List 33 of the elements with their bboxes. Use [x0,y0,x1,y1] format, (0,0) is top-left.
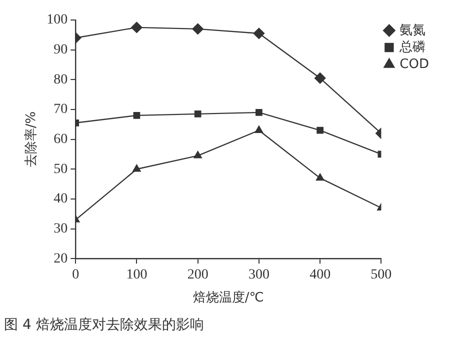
y-tick-label: 40 [54,192,68,207]
legend-label: 总磷 [398,40,426,55]
x-tick-label: 500 [370,268,392,283]
y-tick-label: 100 [46,12,68,28]
legend-label: 氨氮 [400,22,426,38]
point [132,164,141,172]
x-axis-title: 焙烧温度/℃ [192,290,264,306]
point [314,72,326,84]
point [316,126,324,134]
y-axis-title: 去除率/% [23,111,40,168]
point [133,112,140,119]
point [131,22,142,34]
y-tick-label: 50 [54,162,68,177]
x-tick-label: 300 [248,268,270,283]
caption: 图 4 焙烧温度对去除效果的影响 [4,316,204,334]
point [256,109,262,116]
x-tick-label: 200 [187,268,208,283]
x-tick-label: 0 [72,268,80,283]
x-tick-label: 400 [310,268,331,283]
y-tick-label: 30 [54,221,68,236]
point [316,173,324,181]
legend-label: COD [400,56,430,72]
point [253,28,265,40]
point [194,110,202,118]
y-tick-label: 60 [54,132,68,147]
point [194,151,202,158]
point [254,126,264,133]
y-tick-label: 90 [54,42,68,58]
x-tick-label: 100 [126,268,148,283]
point [192,23,204,35]
y-tick-label: 20 [54,251,68,266]
y-tick-label: 70 [54,102,68,118]
y-tick-label: 80 [54,72,68,88]
